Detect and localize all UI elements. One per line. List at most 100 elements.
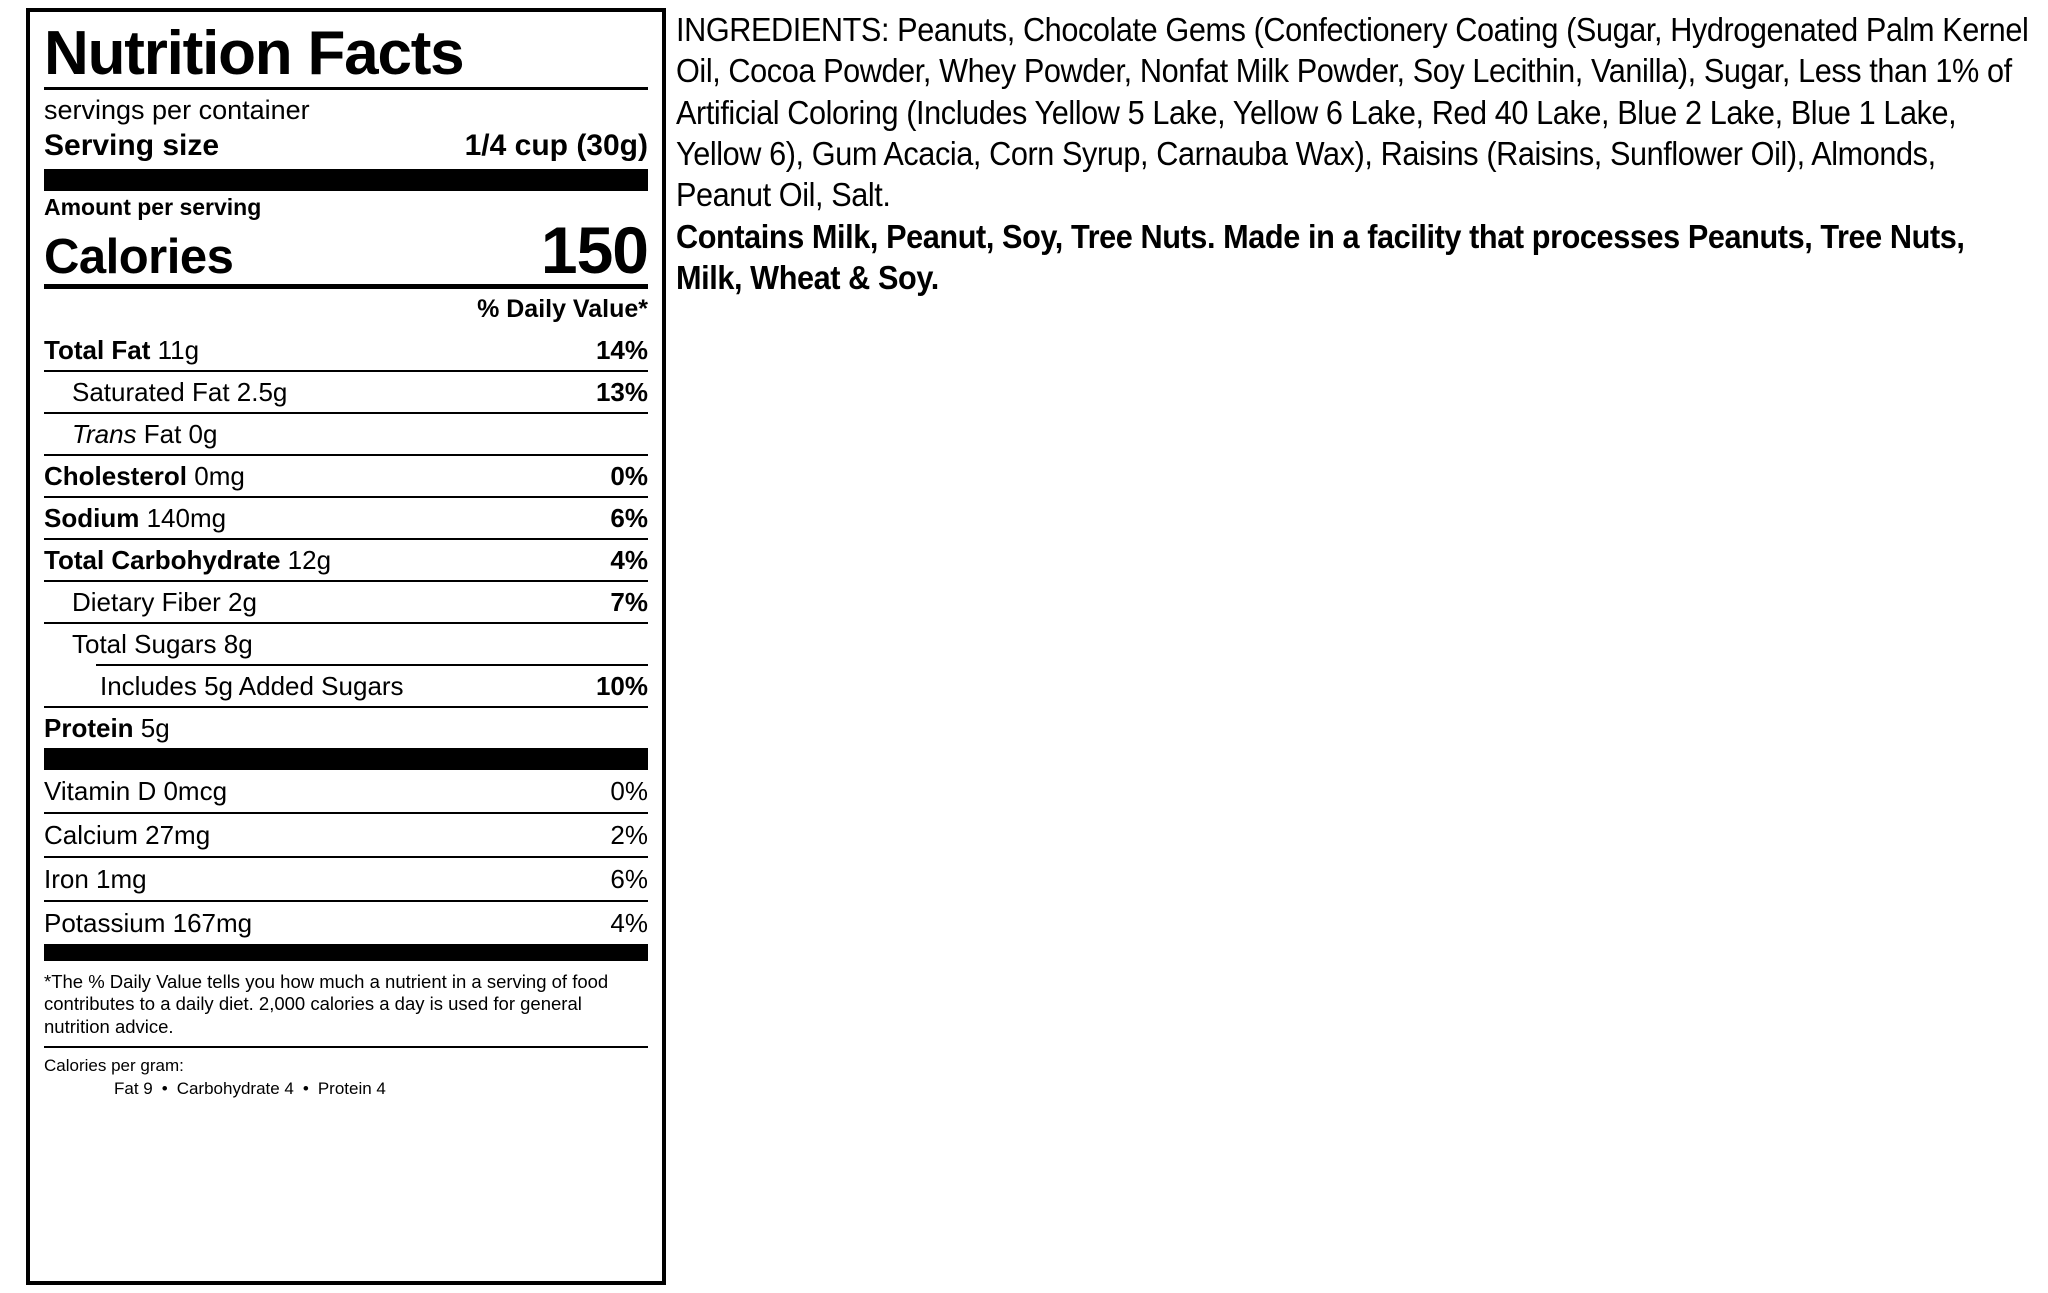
- vitamin-row: Calcium 27mg 2%: [44, 814, 648, 856]
- vitamin-label: Calcium 27mg: [44, 819, 211, 850]
- nutrient-amount: 5g: [133, 712, 170, 743]
- nutrient-daily-value: 7%: [610, 586, 648, 617]
- nutrient-label: Includes 5g Added Sugars: [100, 673, 404, 699]
- nutrient-divider: [44, 621, 648, 624]
- nutrient-name: Cholesterol: [44, 460, 188, 491]
- nutrient-row: Includes 5g Added Sugars 10%: [44, 666, 648, 706]
- nutrient-label: Trans Fat 0g: [72, 421, 217, 447]
- footnote-divider: [44, 1046, 648, 1049]
- nutrient-row: Trans Fat 0g: [44, 414, 648, 454]
- nutrient-name: Dietary Fiber: [72, 586, 221, 617]
- nutrient-amount: 2g: [220, 586, 257, 617]
- nutrient-name: Sodium: [44, 502, 140, 533]
- nutrient-daily-value: 4%: [610, 544, 648, 575]
- vitamin-daily-value: 6%: [610, 863, 648, 894]
- allergen-statement: Contains Milk, Peanut, Soy, Tree Nuts. M…: [676, 218, 1965, 298]
- thick-divider-footnote: [44, 943, 648, 961]
- vitamin-daily-value: 0%: [610, 775, 648, 806]
- nutrient-amount: 8g: [216, 628, 253, 659]
- nutrient-amount: 2.5g: [229, 376, 288, 407]
- nutrient-daily-value: 13%: [595, 376, 648, 407]
- nutrient-divider: [44, 705, 648, 708]
- nutrient-row: Cholesterol 0mg 0%: [44, 456, 648, 496]
- vitamin-row: Vitamin D 0mcg 0%: [44, 770, 648, 812]
- calories-per-gram-block: Calories per gram: Fat 9 • Carbohydrate 4 •…: [44, 1048, 648, 1099]
- serving-size-row: Serving size 1/4 cup (30g): [44, 127, 648, 169]
- nutrient-label: Cholesterol 0mg: [44, 463, 245, 489]
- nutrient-row: Total Carbohydrate 12g 4%: [44, 540, 648, 580]
- nutrient-name: Total Sugars: [72, 628, 217, 659]
- nutrient-label: Sodium 140mg: [44, 505, 226, 531]
- ingredients-text: INGREDIENTS: Peanuts, Chocolate Gems (Co…: [676, 12, 2029, 215]
- vitamin-label: Vitamin D 0mcg: [44, 775, 228, 806]
- nutrient-row: Dietary Fiber 2g 7%: [44, 582, 648, 622]
- daily-value-footnote: *The % Daily Value tells you how much a …: [44, 970, 609, 1037]
- nutrient-daily-value: 10%: [595, 670, 648, 701]
- vitamin-label: Iron 1mg: [44, 863, 147, 894]
- nutrient-divider: [96, 663, 648, 666]
- vitamin-row: Iron 1mg 6%: [44, 858, 648, 900]
- nutrient-row: Saturated Fat 2.5g 13%: [44, 372, 648, 412]
- serving-size-value: 1/4 cup (30g): [464, 129, 648, 163]
- nutrient-amount: 0mg: [187, 460, 245, 491]
- nutrient-amount: 140mg: [139, 502, 227, 533]
- nutrient-label: Protein 5g: [44, 715, 170, 741]
- nutrient-daily-value: 0%: [610, 460, 648, 491]
- calories-per-gram-label: Calories per gram:: [44, 1056, 184, 1076]
- vitamin-divider: [44, 855, 648, 858]
- calories-per-gram-separator: •: [161, 1078, 168, 1098]
- vitamin-daily-value: 2%: [610, 819, 648, 850]
- nutrient-divider: [44, 537, 648, 540]
- nutrient-name: Protein: [44, 712, 134, 743]
- nutrient-label: Dietary Fiber 2g: [72, 589, 257, 615]
- nutrient-name: Total Fat: [44, 334, 151, 365]
- nutrition-facts-title: Nutrition Facts: [44, 19, 465, 88]
- nutrient-amount: Fat 0g: [136, 418, 218, 449]
- nutrient-amount: 12g: [280, 544, 332, 575]
- vitamin-row: Potassium 167mg 4%: [44, 902, 648, 944]
- calories-divider: [44, 283, 648, 289]
- calories-per-gram-separator: •: [302, 1078, 309, 1098]
- nutrient-divider: [44, 411, 648, 414]
- nutrient-amount: 11g: [150, 334, 200, 365]
- vitamin-divider: [44, 899, 648, 902]
- nutrient-row: Total Fat 11g 14%: [44, 330, 648, 370]
- ingredients-panel: INGREDIENTS: Peanuts, Chocolate Gems (Co…: [676, 10, 2032, 300]
- nutrient-row: Total Sugars 8g: [44, 624, 648, 664]
- nutrient-divider: [44, 453, 648, 456]
- calories-per-gram-item: Protein 4: [317, 1078, 386, 1098]
- nutrient-label: Total Carbohydrate 12g: [44, 547, 331, 573]
- nutrient-daily-value: 6%: [610, 502, 648, 533]
- amount-per-serving-label: Amount per serving: [44, 194, 262, 221]
- nutrient-label: Total Sugars 8g: [72, 631, 253, 657]
- calories-row: Calories 150: [44, 213, 649, 288]
- nutrient-name: Saturated Fat: [72, 376, 230, 407]
- vitamin-label: Potassium 167mg: [44, 907, 253, 938]
- nutrient-name: Includes 5g Added Sugars: [100, 670, 404, 701]
- nutrient-daily-value: 14%: [595, 334, 648, 365]
- calories-value: 150: [540, 213, 649, 288]
- nutrient-row: Sodium 140mg 6%: [44, 498, 648, 538]
- serving-size-label: Serving size: [44, 129, 220, 163]
- nutrition-facts-panel: Nutrition Facts servings per container S…: [26, 8, 666, 1285]
- title-divider: [44, 86, 648, 90]
- nutrient-label: Total Fat 11g: [44, 337, 199, 363]
- nutrient-list: Total Fat 11g 14% Saturated Fat 2.5g 13% Tra…: [44, 330, 648, 748]
- daily-value-header: % Daily Value*: [477, 294, 648, 323]
- nutrient-divider: [44, 495, 648, 498]
- nutrient-row: Protein 5g: [44, 708, 648, 748]
- calories-per-gram-item: Carbohydrate 4: [176, 1078, 294, 1098]
- nutrient-divider: [44, 579, 648, 582]
- nutrient-name: Total Carbohydrate: [44, 544, 281, 575]
- calories-per-gram-items: Fat 9 • Carbohydrate 4 • Protein 4: [44, 1078, 648, 1100]
- vitamin-divider: [44, 811, 648, 814]
- nutrient-divider: [44, 369, 648, 372]
- thick-divider-vitamins: [44, 747, 648, 770]
- calories-label: Calories: [44, 229, 234, 284]
- thick-divider-top: [44, 169, 648, 192]
- vitamin-list: Vitamin D 0mcg 0% Calcium 27mg 2% Iron 1mg 6%…: [44, 770, 648, 944]
- calories-per-gram-item: Fat 9: [114, 1078, 153, 1098]
- nutrient-label: Saturated Fat 2.5g: [72, 379, 287, 405]
- servings-per-container: servings per container: [44, 94, 310, 125]
